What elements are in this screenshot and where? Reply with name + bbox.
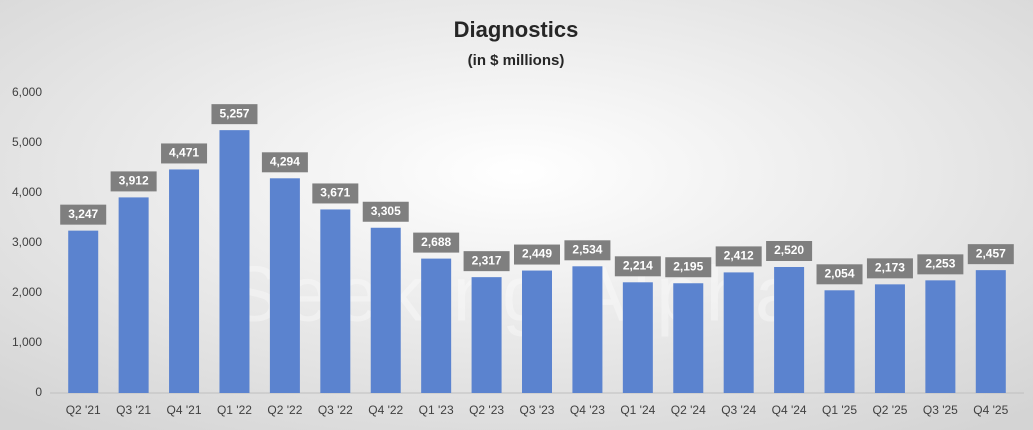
- data-label-box: [967, 244, 1014, 265]
- data-label-box: [261, 152, 308, 173]
- data-label: 2,173: [875, 261, 905, 275]
- data-label: 3,671: [320, 186, 350, 200]
- y-tick-label: 0: [35, 385, 42, 399]
- bar: [522, 270, 552, 393]
- bar: [269, 178, 300, 393]
- data-label: 2,412: [724, 249, 754, 263]
- data-label: 4,294: [270, 154, 300, 168]
- x-tick-label: Q2 '22: [267, 403, 302, 417]
- x-tick-label: Q4 '25: [973, 403, 1008, 417]
- x-tick-label: Q1 '23: [419, 403, 454, 417]
- bar: [572, 266, 603, 393]
- bar: [370, 227, 401, 393]
- x-tick-label: Q2 '24: [671, 403, 706, 417]
- data-label: 2,054: [825, 266, 855, 280]
- y-tick-label: 4,000: [12, 185, 42, 199]
- bar: [421, 258, 452, 393]
- data-label: 4,471: [169, 146, 199, 160]
- data-label-box: [766, 241, 813, 261]
- data-label: 2,195: [673, 259, 703, 273]
- y-tick-label: 3,000: [12, 235, 42, 249]
- data-label-box: [413, 232, 460, 253]
- bar: [925, 280, 956, 393]
- y-tick-label: 2,000: [12, 285, 42, 299]
- data-label-box: [614, 256, 661, 277]
- x-tick-label: Q2 '23: [469, 403, 504, 417]
- bar: [471, 277, 502, 393]
- x-tick-label: Q3 '24: [721, 403, 756, 417]
- data-label-box: [665, 257, 712, 278]
- bar: [673, 283, 704, 393]
- x-tick-label: Q2 '21: [66, 403, 101, 417]
- x-tick-label: Q4 '21: [167, 403, 202, 417]
- x-tick-label: Q3 '25: [923, 403, 958, 417]
- data-label-box: [312, 183, 359, 204]
- bar: [118, 197, 149, 393]
- bar: [169, 169, 200, 393]
- data-label: 2,534: [572, 242, 602, 256]
- bar: [622, 282, 653, 393]
- x-tick-label: Q3 '23: [520, 403, 555, 417]
- data-label: 2,253: [925, 257, 955, 271]
- data-label: 3,912: [119, 174, 149, 188]
- bar: [723, 272, 754, 393]
- data-label-box: [161, 143, 208, 164]
- chart-title: Diagnostics: [454, 17, 579, 42]
- x-tick-label: Q3 '21: [116, 403, 151, 417]
- x-tick-label: Q1 '24: [620, 403, 655, 417]
- data-label-box: [110, 171, 157, 192]
- x-tick-label: Q1 '22: [217, 403, 252, 417]
- bar: [320, 209, 351, 393]
- data-label: 2,214: [623, 258, 653, 272]
- bar: [68, 230, 99, 393]
- data-label-box: [463, 251, 510, 272]
- x-tick-label: Q4 '24: [772, 403, 807, 417]
- bar: [824, 290, 855, 393]
- x-tick-label: Q3 '22: [318, 403, 353, 417]
- data-label-box: [866, 258, 913, 279]
- data-label: 2,449: [522, 247, 552, 261]
- data-label: 2,457: [976, 246, 1006, 260]
- data-label-box: [816, 264, 863, 285]
- x-tick-label: Q4 '22: [368, 403, 403, 417]
- data-label-box: [715, 246, 762, 267]
- data-label: 3,305: [371, 204, 401, 218]
- y-tick-label: 5,000: [12, 135, 42, 149]
- data-label: 2,317: [472, 253, 502, 267]
- data-label: 5,257: [219, 106, 249, 120]
- x-tick-label: Q2 '25: [872, 403, 907, 417]
- bar: [219, 130, 250, 393]
- data-label-box: [514, 244, 560, 265]
- bar: [874, 284, 905, 393]
- y-tick-label: 1,000: [12, 335, 42, 349]
- chart-subtitle: (in $ millions): [468, 52, 565, 69]
- x-tick-label: Q1 '25: [822, 403, 857, 417]
- bar: [975, 270, 1006, 393]
- data-label-box: [917, 254, 964, 275]
- data-label: 2,520: [774, 243, 804, 257]
- data-label-box: [362, 201, 409, 222]
- data-label-box: [564, 240, 611, 261]
- data-label: 2,688: [421, 235, 451, 249]
- x-tick-label: Q4 '23: [570, 403, 605, 417]
- data-label: 3,247: [68, 207, 98, 221]
- bar: [774, 267, 805, 393]
- data-label-box: [211, 104, 258, 125]
- data-label-box: [60, 204, 107, 225]
- y-tick-label: 6,000: [12, 85, 42, 99]
